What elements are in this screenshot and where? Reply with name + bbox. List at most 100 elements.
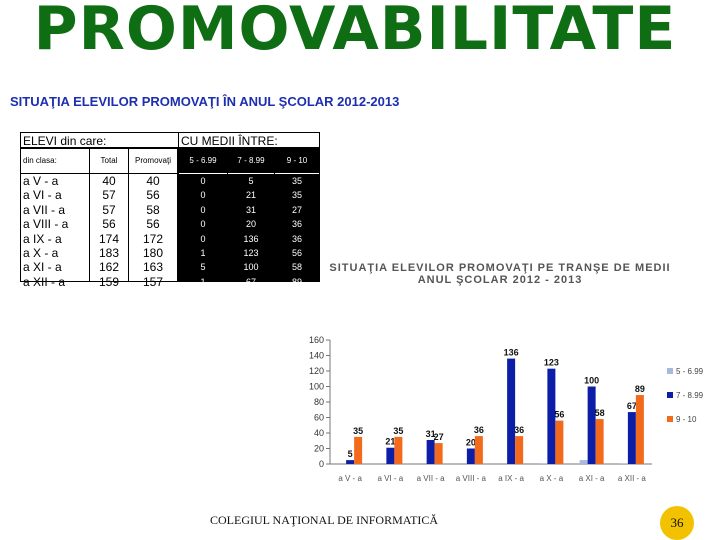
legend-swatch xyxy=(667,368,673,374)
data-label: 89 xyxy=(635,384,645,394)
table-cell: 157 xyxy=(142,274,164,289)
table-cell: a VI - a xyxy=(23,188,62,203)
bar xyxy=(434,443,443,464)
data-label: 123 xyxy=(544,358,559,368)
table-cell: 183 xyxy=(98,245,120,260)
table-cell: 5 xyxy=(248,176,254,186)
x-tick-label: a VIII - a xyxy=(456,474,487,483)
column-header: din clasa: xyxy=(21,149,89,174)
table-cell: 5 xyxy=(200,262,206,273)
data-label: 20 xyxy=(466,438,476,448)
table-cell: 163 xyxy=(142,260,164,275)
table-cell: a X - a xyxy=(23,245,59,260)
table-cell: 89 xyxy=(291,276,302,287)
table-cell: 174 xyxy=(98,231,120,246)
y-tick-label: 140 xyxy=(309,351,324,361)
table-cell: 1 xyxy=(200,247,206,258)
data-label: 31 xyxy=(426,429,436,439)
table-cell: 162 xyxy=(98,260,120,275)
x-tick-label: a X - a xyxy=(540,474,564,483)
footer-institution: COLEGIUL NAŢIONAL DE INFORMATICĂ xyxy=(210,513,439,527)
column-header: 7 - 8.99 xyxy=(228,149,274,174)
bar xyxy=(635,395,644,464)
data-label: 35 xyxy=(353,426,363,436)
y-tick-label: 80 xyxy=(314,397,324,407)
bar xyxy=(555,420,564,464)
table-cell: 40 xyxy=(102,174,116,188)
table-cell: 136 xyxy=(243,233,259,244)
data-label: 21 xyxy=(385,437,395,447)
table-cell: 0 xyxy=(200,233,206,244)
bar xyxy=(426,439,435,464)
table-cell: a XII - a xyxy=(23,274,66,289)
page-number-badge: 36 xyxy=(660,506,694,540)
table-cell: 31 xyxy=(245,204,256,215)
column-cells: 0 0 0 0 0 1 5 1 xyxy=(179,174,227,289)
column-header: Total xyxy=(90,149,128,174)
bar xyxy=(354,436,363,464)
legend-label: 7 - 8.99 xyxy=(676,391,704,400)
column-total: Total 40 57 57 56 174 183 162 159 xyxy=(89,148,129,289)
x-tick-label: a V - a xyxy=(338,474,362,483)
table-cell: a VIII - a xyxy=(23,217,69,232)
y-tick-label: 100 xyxy=(309,382,324,392)
table-cell: 1 xyxy=(200,276,206,287)
table-cell: a XI - a xyxy=(23,260,62,275)
bar xyxy=(539,463,548,464)
table-cell: 180 xyxy=(142,245,164,260)
bar xyxy=(474,436,483,464)
x-tick-label: a IX - a xyxy=(498,474,524,483)
group-header-students: ELEVI din care: xyxy=(20,132,180,148)
table-cell: 56 xyxy=(291,247,302,258)
table-cell: a V - a xyxy=(23,174,59,188)
legend-swatch xyxy=(667,416,673,422)
table-cell: 56 xyxy=(146,188,160,203)
table-cell: 0 xyxy=(200,190,206,201)
column-cells: 40 56 58 56 172 180 163 157 xyxy=(129,174,177,289)
legend-label: 9 - 10 xyxy=(676,415,697,424)
table-cell: 58 xyxy=(146,202,160,217)
y-tick-label: 40 xyxy=(314,428,324,438)
data-label: 36 xyxy=(514,425,524,435)
column-range-7-899: 7 - 8.99 5 21 31 20 136 123 100 67 xyxy=(227,148,275,287)
y-tick-label: 120 xyxy=(309,366,324,376)
data-label: 100 xyxy=(584,376,599,386)
y-tick-label: 60 xyxy=(314,413,324,423)
group-header-averages: CU MEDII ÎNTRE: xyxy=(178,132,320,148)
bar xyxy=(547,368,556,464)
column-header: 9 - 10 xyxy=(275,149,319,174)
table-cell: 58 xyxy=(291,262,302,273)
column-cells: 5 21 31 20 136 123 100 67 xyxy=(228,174,274,289)
bar xyxy=(619,463,628,464)
table-cell: 0 xyxy=(200,219,206,230)
column-cells: 35 35 27 36 36 56 58 89 xyxy=(275,174,319,289)
bar xyxy=(346,460,355,464)
table-cell: 172 xyxy=(142,231,164,246)
column-range-9-10: 9 - 10 35 35 27 36 36 56 58 89 xyxy=(274,148,320,287)
table-cell: 0 xyxy=(200,204,206,215)
y-tick-label: 20 xyxy=(314,444,324,454)
column-range-5-699: 5 - 6.99 0 0 0 0 0 1 5 1 xyxy=(178,148,228,287)
table-cell: 56 xyxy=(146,217,160,232)
table-cell: 21 xyxy=(245,190,256,201)
data-label: 67 xyxy=(627,401,637,411)
bar xyxy=(515,436,524,464)
y-tick-label: 160 xyxy=(309,335,324,345)
table-cell: 35 xyxy=(291,190,302,201)
column-cells: 40 57 57 56 174 183 162 159 xyxy=(90,174,128,289)
bar xyxy=(587,386,596,464)
table-cell: 159 xyxy=(98,274,120,289)
x-tick-label: a XI - a xyxy=(579,474,605,483)
column-header: 5 - 6.99 xyxy=(179,149,227,174)
bar xyxy=(386,447,395,464)
bar xyxy=(579,460,588,464)
page-title: PROMOVABILITATE xyxy=(33,0,677,64)
table-cell: a IX - a xyxy=(23,231,62,246)
table-cell: 0 xyxy=(200,176,206,186)
bar xyxy=(627,412,636,464)
data-label: 56 xyxy=(554,410,564,420)
data-label: 27 xyxy=(434,432,444,442)
table-cell: 56 xyxy=(102,217,116,232)
bar xyxy=(507,358,516,464)
